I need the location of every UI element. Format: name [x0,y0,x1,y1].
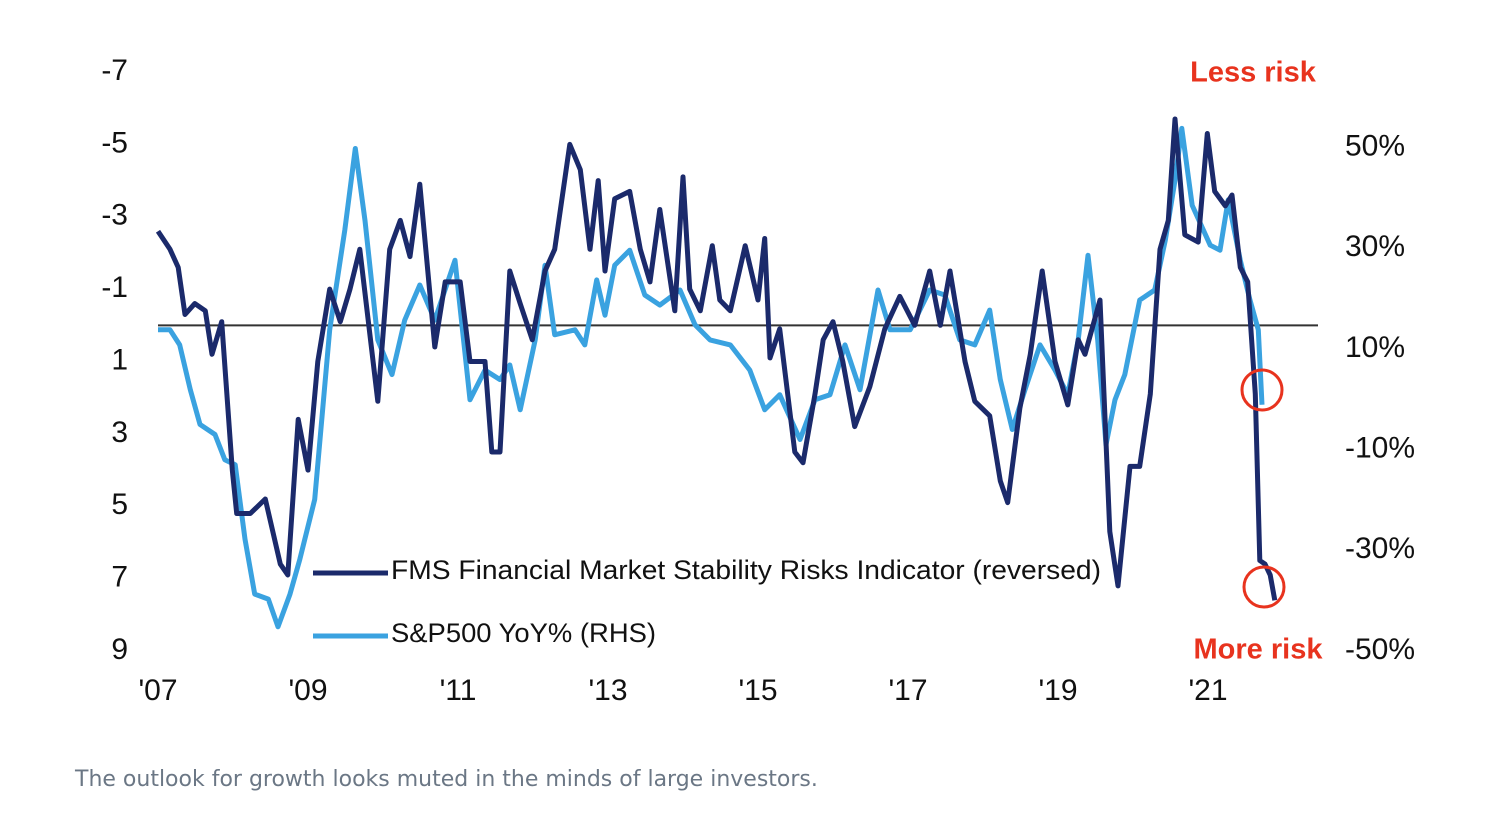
series-line [158,125,1265,630]
annotation: Less risk [1190,57,1317,89]
y-tick-label: 3 [111,416,128,449]
x-tick-label: '21 [1188,674,1227,707]
y-tick-label: -1 [101,271,128,304]
x-tick-label: '17 [888,674,927,707]
legend-label: FMS Financial Market Stability Risks Ind… [391,555,1101,585]
series-line [155,116,1278,601]
y-tick-label: -3 [101,199,128,232]
y2-tick-label: -30% [1345,532,1415,565]
y-tick-label: 1 [111,343,128,376]
legend-label: S&P500 YoY% (RHS) [391,618,656,648]
x-tick-label: '19 [1038,674,1077,707]
y-tick-label: 5 [111,488,128,521]
highlight-circle [1242,565,1286,609]
y2-tick-label: -50% [1345,633,1415,666]
caption: The outlook for growth looks muted in th… [74,767,818,792]
highlight-circle [1240,368,1284,412]
y2-tick-label: 50% [1345,129,1405,162]
y-tick-label: 7 [111,561,128,594]
y-tick-label: 9 [111,633,128,666]
x-tick-label: '07 [138,674,177,707]
y-tick-label: -7 [101,54,128,87]
y-tick-label: -5 [101,126,128,159]
x-tick-label: '11 [440,674,477,707]
x-tick-label: '13 [588,674,627,707]
plot: -7 -5 -3 -1 1 3 5 7 9 50% 30% 10% -10% -30% -50% '07 '09… [101,54,1415,707]
x-tick-label: '15 [738,674,777,707]
y2-tick-label: 10% [1345,331,1405,364]
x-tick-label: '09 [288,674,327,707]
annotation: More risk [1194,634,1324,666]
y2-tick-label: -10% [1345,432,1415,465]
y2-tick-label: 30% [1345,230,1405,263]
